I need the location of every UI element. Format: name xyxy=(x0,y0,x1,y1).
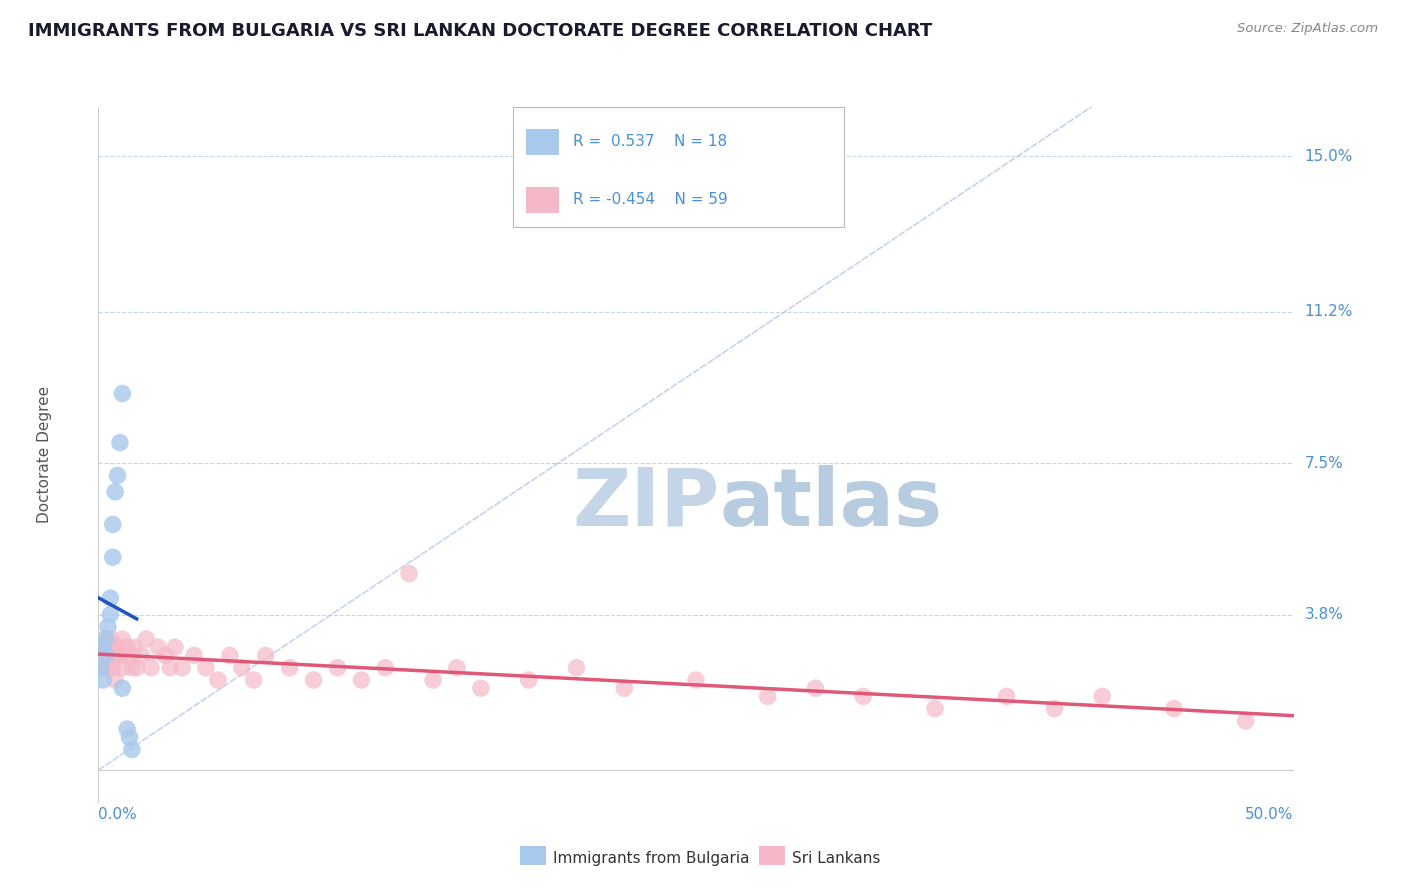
Point xyxy=(374,661,396,675)
Point xyxy=(97,640,120,655)
Point xyxy=(108,648,131,663)
Point xyxy=(470,681,492,696)
Text: 11.2%: 11.2% xyxy=(1305,304,1353,319)
Point xyxy=(302,673,325,687)
Point xyxy=(97,620,120,634)
Point xyxy=(91,661,114,675)
Point xyxy=(852,690,875,704)
Point xyxy=(124,640,146,655)
Point xyxy=(108,435,131,450)
Text: Doctorate Degree: Doctorate Degree xyxy=(37,386,52,524)
Text: 7.5%: 7.5% xyxy=(1305,456,1343,471)
Point xyxy=(118,648,141,663)
Point xyxy=(101,550,124,565)
Point xyxy=(194,661,217,675)
Point xyxy=(148,640,170,655)
Point xyxy=(159,661,181,675)
Point xyxy=(183,648,205,663)
Text: IMMIGRANTS FROM BULGARIA VS SRI LANKAN DOCTORATE DEGREE CORRELATION CHART: IMMIGRANTS FROM BULGARIA VS SRI LANKAN D… xyxy=(28,22,932,40)
Point xyxy=(111,661,134,675)
Text: 50.0%: 50.0% xyxy=(1246,807,1294,822)
Point xyxy=(685,673,707,687)
Point xyxy=(446,661,468,675)
Point xyxy=(326,661,349,675)
Point xyxy=(90,648,112,663)
Point xyxy=(131,648,153,663)
Point xyxy=(111,386,134,401)
Text: 15.0%: 15.0% xyxy=(1305,149,1353,163)
Point xyxy=(104,648,127,663)
Point xyxy=(139,661,162,675)
Point xyxy=(91,640,114,655)
Text: 3.8%: 3.8% xyxy=(1305,607,1344,622)
Point xyxy=(94,648,117,663)
Point xyxy=(98,607,122,622)
Point xyxy=(254,648,277,663)
Point xyxy=(243,673,266,687)
Bar xyxy=(526,186,560,213)
Point xyxy=(101,640,124,655)
Point xyxy=(98,648,122,663)
Point xyxy=(278,661,301,675)
Point xyxy=(111,632,134,646)
Point xyxy=(115,640,138,655)
Point xyxy=(1234,714,1257,728)
Point xyxy=(155,648,177,663)
Text: Immigrants from Bulgaria: Immigrants from Bulgaria xyxy=(553,852,749,866)
Point xyxy=(804,681,827,696)
Point xyxy=(121,742,143,756)
Text: ZIP: ZIP xyxy=(572,465,720,542)
Point xyxy=(219,648,242,663)
Point xyxy=(91,673,114,687)
Point xyxy=(94,648,117,663)
Point xyxy=(350,673,373,687)
Point xyxy=(121,661,143,675)
Point xyxy=(94,632,117,646)
Point xyxy=(207,673,229,687)
Point xyxy=(98,632,122,646)
Point xyxy=(613,681,636,696)
Text: Source: ZipAtlas.com: Source: ZipAtlas.com xyxy=(1237,22,1378,36)
Point xyxy=(135,632,157,646)
Point xyxy=(107,640,129,655)
Text: 0.0%: 0.0% xyxy=(98,807,138,822)
Text: atlas: atlas xyxy=(720,465,943,542)
Point xyxy=(90,661,112,675)
Text: R = -0.454    N = 59: R = -0.454 N = 59 xyxy=(572,193,727,207)
Point xyxy=(1163,701,1185,715)
Point xyxy=(398,566,420,581)
Bar xyxy=(526,128,560,155)
Point xyxy=(107,468,129,483)
Point xyxy=(172,661,194,675)
Point xyxy=(756,690,779,704)
Point xyxy=(94,632,117,646)
Point xyxy=(125,661,148,675)
Point xyxy=(111,681,134,696)
Point xyxy=(104,484,127,499)
Point xyxy=(91,640,114,655)
Point xyxy=(1091,690,1114,704)
Point xyxy=(118,731,141,745)
Point xyxy=(995,690,1018,704)
Text: R =  0.537    N = 18: R = 0.537 N = 18 xyxy=(572,135,727,150)
Point xyxy=(115,722,138,736)
Point xyxy=(924,701,946,715)
Point xyxy=(98,591,122,606)
Point xyxy=(422,673,444,687)
Point xyxy=(517,673,540,687)
Point xyxy=(101,661,124,675)
Point xyxy=(231,661,253,675)
Point xyxy=(97,661,120,675)
Point xyxy=(565,661,588,675)
Point xyxy=(163,640,186,655)
Point xyxy=(104,673,127,687)
Point xyxy=(1043,701,1066,715)
Point xyxy=(101,517,124,532)
Text: Sri Lankans: Sri Lankans xyxy=(792,852,880,866)
